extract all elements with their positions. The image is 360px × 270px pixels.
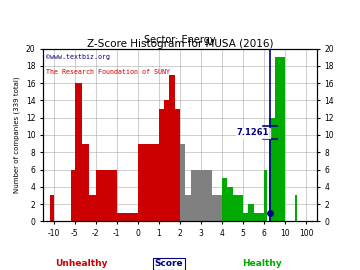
Bar [164, 100, 170, 221]
Bar [222, 178, 228, 221]
Bar [185, 195, 190, 221]
Bar [259, 213, 264, 221]
Text: The Research Foundation of SUNY: The Research Foundation of SUNY [46, 69, 170, 75]
Bar [238, 195, 243, 221]
Bar [217, 195, 222, 221]
Bar [212, 195, 217, 221]
Text: Healthy: Healthy [242, 259, 282, 268]
Bar [264, 170, 267, 221]
Bar [243, 213, 248, 221]
Bar [117, 213, 138, 221]
Bar [196, 170, 201, 221]
Bar [190, 170, 196, 221]
Text: Sector: Energy: Sector: Energy [144, 35, 216, 45]
Text: Unhealthy: Unhealthy [55, 259, 108, 268]
Bar [294, 195, 297, 221]
Title: Z-Score Histogram for MUSA (2016): Z-Score Histogram for MUSA (2016) [87, 39, 273, 49]
Bar [180, 144, 185, 221]
Bar [159, 109, 164, 221]
Bar [138, 144, 159, 221]
Bar [71, 170, 75, 221]
Bar [175, 109, 180, 221]
Bar [254, 213, 259, 221]
Bar [206, 170, 212, 221]
Bar [50, 195, 54, 221]
Text: Score: Score [155, 259, 183, 268]
Text: 7.1261: 7.1261 [237, 128, 269, 137]
Bar [228, 187, 233, 221]
Bar [233, 195, 238, 221]
Bar [269, 118, 275, 221]
Bar [89, 195, 96, 221]
Bar [201, 170, 206, 221]
Bar [248, 204, 254, 221]
Bar [275, 57, 285, 221]
Bar [82, 144, 89, 221]
Y-axis label: Number of companies (339 total): Number of companies (339 total) [14, 77, 21, 193]
Text: ©www.textbiz.org: ©www.textbiz.org [46, 54, 110, 60]
Bar [96, 170, 117, 221]
Bar [75, 83, 82, 221]
Bar [170, 75, 175, 221]
